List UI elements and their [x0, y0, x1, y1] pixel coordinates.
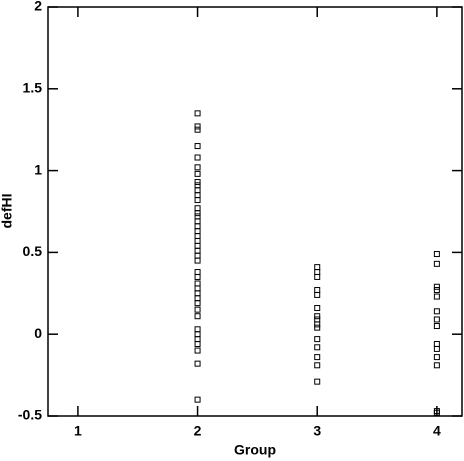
point	[433, 251, 440, 258]
x-tick-label: 4	[433, 423, 441, 439]
point	[194, 197, 201, 204]
point	[194, 280, 201, 287]
point	[194, 237, 201, 244]
y-tick-label: 0.5	[23, 243, 43, 259]
y-tick-label: 0	[34, 325, 42, 341]
point	[194, 213, 201, 220]
y-tick-label: 1	[34, 161, 42, 177]
point	[314, 313, 321, 320]
point	[194, 341, 201, 348]
point	[194, 233, 201, 240]
point	[194, 252, 201, 259]
point	[194, 187, 201, 194]
point	[314, 287, 321, 294]
plot-frame	[47, 6, 463, 417]
point	[433, 287, 440, 294]
point	[194, 110, 201, 117]
point	[194, 126, 201, 133]
point	[194, 295, 201, 302]
point	[194, 306, 201, 313]
point	[194, 331, 201, 338]
x-tick-label: 3	[313, 423, 321, 439]
point	[194, 396, 201, 403]
point	[433, 293, 440, 300]
point	[194, 360, 201, 367]
point	[433, 341, 440, 348]
point	[433, 323, 440, 330]
point	[433, 283, 440, 290]
y-axis-label: defHI	[0, 194, 15, 229]
point	[314, 354, 321, 361]
x-axis-label: Group	[234, 442, 276, 458]
point	[314, 291, 321, 298]
point	[194, 336, 201, 343]
point	[194, 170, 201, 177]
point	[314, 362, 321, 369]
point	[194, 218, 201, 225]
point	[194, 143, 201, 150]
point	[194, 257, 201, 264]
point	[433, 354, 440, 361]
point	[194, 179, 201, 186]
point	[314, 336, 321, 343]
point	[194, 242, 201, 249]
point	[433, 345, 440, 352]
y-tick-label: 1.5	[23, 80, 43, 96]
point	[194, 269, 201, 276]
y-tick-label: -0.5	[18, 407, 42, 423]
point	[194, 285, 201, 292]
point	[194, 347, 201, 354]
point	[314, 324, 321, 331]
point	[314, 321, 321, 328]
point	[433, 409, 440, 416]
point	[194, 273, 201, 280]
point	[194, 313, 201, 320]
point	[194, 326, 201, 333]
y-tick-label: 2	[34, 0, 42, 14]
point	[433, 260, 440, 267]
point	[314, 316, 321, 323]
point	[194, 182, 201, 189]
x-tick-label: 1	[74, 423, 82, 439]
point	[433, 362, 440, 369]
point	[433, 316, 440, 323]
point	[314, 269, 321, 276]
x-tick-label: 2	[194, 423, 202, 439]
point	[314, 273, 321, 280]
point	[314, 378, 321, 385]
point	[194, 192, 201, 199]
point	[194, 205, 201, 212]
point	[194, 164, 201, 171]
point	[194, 210, 201, 217]
point	[194, 290, 201, 297]
point	[194, 228, 201, 235]
point	[194, 223, 201, 230]
point	[194, 300, 201, 307]
point	[433, 308, 440, 315]
point	[194, 123, 201, 130]
point	[314, 305, 321, 312]
point	[194, 247, 201, 254]
point	[194, 154, 201, 161]
point	[314, 344, 321, 351]
point	[314, 264, 321, 271]
